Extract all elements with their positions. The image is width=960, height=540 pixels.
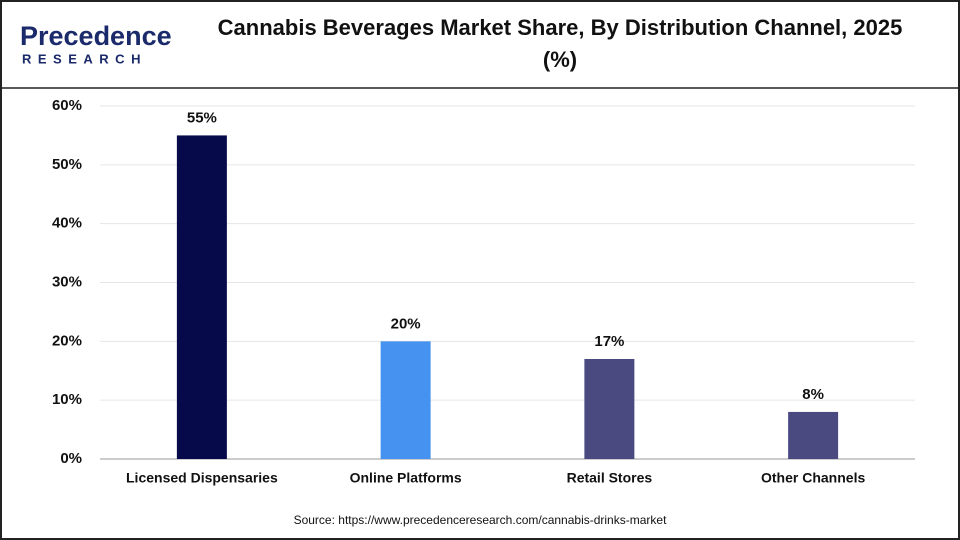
x-tick-label: Other Channels	[761, 470, 865, 486]
y-tick-label: 60%	[52, 97, 82, 114]
value-label: 17%	[594, 333, 624, 350]
y-tick-label: 40%	[52, 215, 82, 232]
value-label: 55%	[187, 109, 217, 126]
bar	[788, 411, 839, 459]
y-tick-label: 30%	[52, 273, 82, 290]
logo-name: Precedence	[20, 21, 172, 51]
y-tick-label: 10%	[52, 391, 82, 408]
x-tick-label: Online Platforms	[350, 470, 462, 486]
source: Source: https://www.precedenceresearch.c…	[294, 513, 667, 527]
bar	[380, 341, 431, 459]
chart-title: Cannabis Beverages Market Share, By Dist…	[217, 15, 903, 72]
y-tick-label: 50%	[52, 156, 82, 173]
x-tick-label: Licensed Dispensaries	[126, 470, 278, 486]
bar	[176, 135, 227, 459]
y-tick-label: 0%	[60, 450, 82, 467]
value-label: 8%	[802, 386, 824, 403]
bar	[584, 358, 635, 459]
value-label: 20%	[391, 315, 421, 332]
logo-tagline: RESEARCH	[22, 51, 147, 66]
y-tick-label: 20%	[52, 332, 82, 349]
x-tick-label: Retail Stores	[567, 470, 653, 486]
